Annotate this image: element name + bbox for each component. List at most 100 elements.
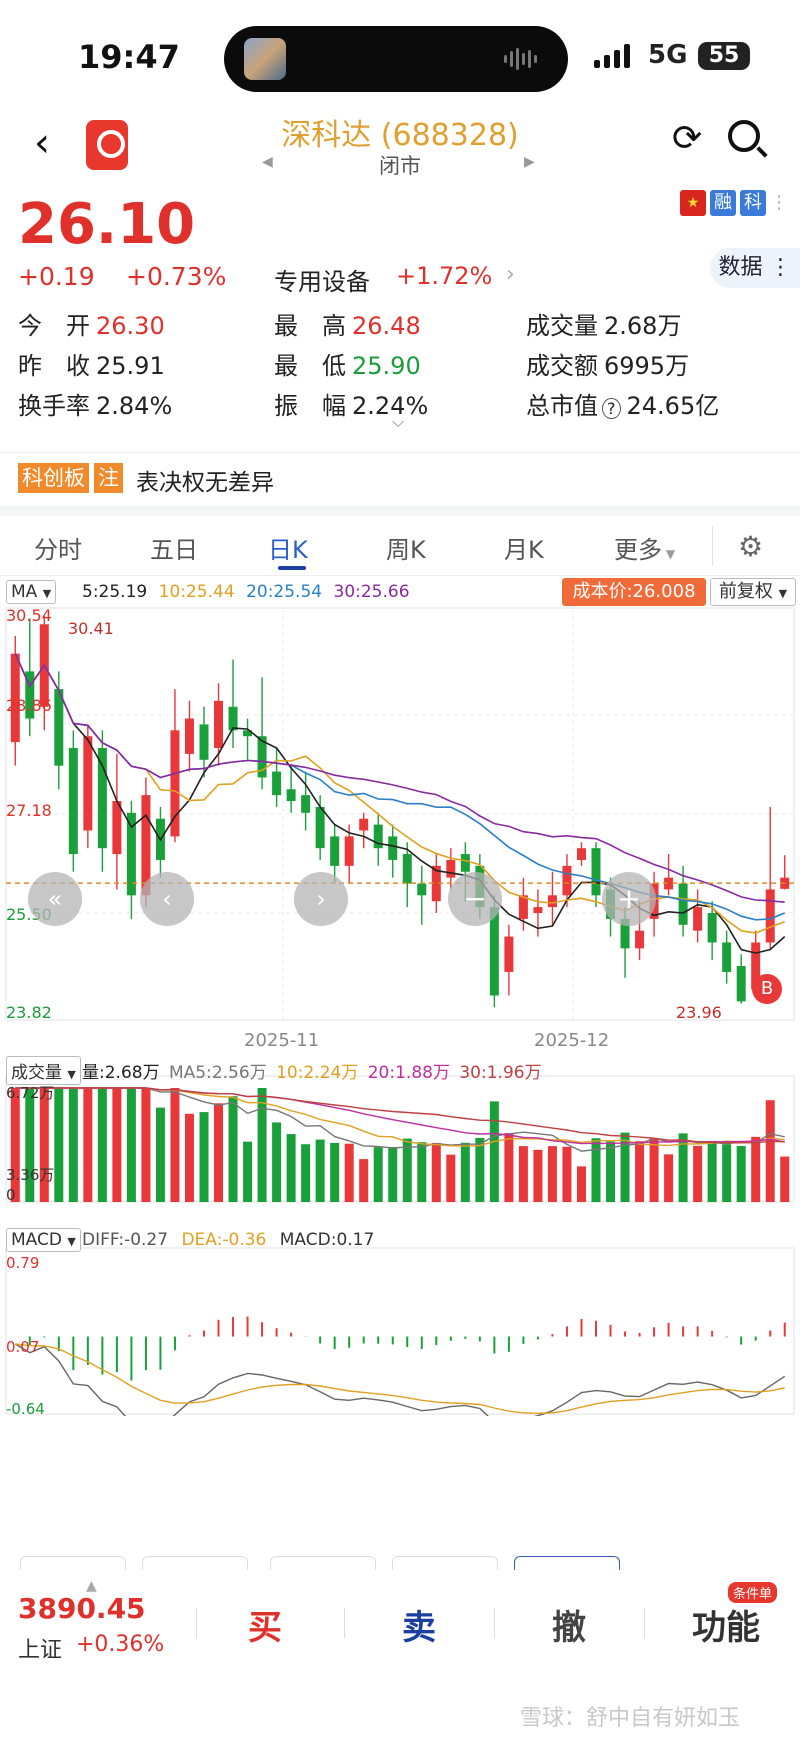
macd-selector[interactable]: MACD ▼ [6,1228,81,1252]
candle-body [199,724,209,760]
quote-panel: 26.10 +0.19 +0.73% 专用设备 +1.72% › ★ 融 科 ⋮… [0,184,800,454]
candle-body [460,854,470,872]
candle-body [504,936,514,972]
macd-selector-label: MACD [11,1230,62,1250]
zoom-out-icon[interactable]: − [448,872,502,926]
amplitude-value: 2.24% [352,392,429,420]
amount-field: 成交额 6995万 [526,346,689,381]
volume-bar [431,1142,441,1202]
ma-selector-label: MA [11,582,38,602]
candle-body [765,889,775,943]
volume-panel-border [5,1075,795,1203]
mktcap-value: 24.65亿 [626,392,720,420]
volume-bar [39,1088,49,1202]
prev-close-field: 昨 收 25.91 [18,346,165,381]
volume-ma-lines [15,1087,785,1152]
prev-stock-icon[interactable]: ◀ [262,154,273,170]
refresh-icon[interactable]: ⟳ [672,118,703,159]
volume-bar [417,1142,427,1202]
volume-bar [228,1096,238,1202]
tab-monthly-k[interactable]: 月K [504,536,544,564]
volume-bar [330,1142,340,1202]
candle-body [228,706,238,731]
more-dots-icon[interactable]: ⋮ [770,192,788,213]
help-icon[interactable]: ? [602,398,621,419]
stock-title[interactable]: 深科达 (688328) [281,118,519,153]
diff-line [14,1343,786,1416]
adjust-selector[interactable]: 前复权 ▼ [710,578,796,606]
volume-bar [68,1088,78,1202]
buy-signal-badge[interactable]: B [752,974,782,1004]
macd-legend: DIFF:-0.27 DEA:-0.36 MACD:0.17 [82,1230,374,1250]
cancel-order-button[interactable]: 撤 [552,1608,586,1648]
candle-body [68,748,78,855]
media-thumbnail [244,38,286,80]
conditional-order-badge: 条件单 [728,1582,778,1603]
kline-chart[interactable]: 30.54 28.86 27.18 25.50 23.82 30.41 23.9… [0,576,800,1416]
candle-body [83,736,93,831]
chevron-right-icon[interactable]: › [506,262,515,287]
index-value[interactable]: 3890.45 [18,1592,146,1625]
volume-bar [751,1136,761,1202]
scroll-left-icon[interactable]: ‹ [140,872,194,926]
candle-body [315,806,325,849]
volume-bar [54,1088,64,1202]
sector-change-pct[interactable]: +1.72% [396,262,493,290]
tab-weekly-k[interactable]: 周K [386,536,426,564]
battery-icon: 55 [698,42,750,70]
candle-body [402,854,412,884]
tab-five-day[interactable]: 五日 [150,536,198,564]
tab-daily-k[interactable]: 日K [268,536,308,564]
sell-button[interactable]: 卖 [402,1608,436,1648]
candle-body [10,653,20,743]
amount-value: 6995万 [604,352,690,380]
candle-body [359,818,369,831]
dynamic-island[interactable] [224,26,568,92]
volume-bar [489,1101,499,1202]
price-axis-label: 30.54 [6,606,52,625]
candle-body [373,824,383,849]
buy-button[interactable]: 买 [248,1608,282,1648]
volume-bar [97,1088,107,1202]
candle-body [620,918,630,949]
next-stock-icon[interactable]: ▶ [524,154,535,170]
settings-gear-icon[interactable]: ⚙ [738,530,764,563]
volume-selector[interactable]: 成交量 ▼ [6,1056,81,1085]
tab-intraday[interactable]: 分时 [34,536,82,564]
expand-chevron-icon[interactable]: ⌵ [392,412,405,431]
volume-bar [722,1144,732,1202]
function-button[interactable]: 功能 [692,1608,760,1648]
ma-lines [14,653,786,954]
data-button[interactable]: 数据 ⋮ [710,248,800,288]
cost-price-button[interactable]: 成本价:26.008 [562,578,706,606]
drawer-handle[interactable] [514,1556,620,1570]
mktcap-field: 总市值? 24.65亿 [526,386,719,421]
scroll-far-left-icon[interactable]: « [28,872,82,926]
drawer-handle[interactable] [392,1556,498,1570]
back-arrow-icon[interactable]: ‹ [34,120,50,166]
divider [712,526,713,566]
high-field: 最 高 26.48 [274,306,421,341]
candle-body [431,865,441,902]
sector-name[interactable]: 专用设备 [274,268,370,296]
zoom-in-icon[interactable]: + [602,872,656,926]
scroll-right-icon[interactable]: › [294,872,348,926]
drawer-handle[interactable] [270,1556,376,1570]
stock-header: ‹ 深科达 (688328) ◀ 闭市 ▶ ⟳ [0,110,800,182]
volume-legend: 量:2.68万 MA5:2.56万 10:2.24万 20:1.88万 30:1… [82,1058,542,1083]
drawer-handle[interactable] [142,1556,248,1570]
search-icon[interactable] [728,120,760,152]
volume-bar [533,1149,543,1202]
candle-body [214,700,224,748]
prev-close-label: 昨 收 [18,352,90,380]
drawer-handle[interactable] [20,1556,126,1570]
volume-bar [359,1159,369,1202]
caret-up-icon[interactable]: ▲ [86,1578,97,1594]
turnover-label: 换手率 [18,392,90,420]
ma-selector[interactable]: MA ▼ [6,580,57,604]
macd-lines [14,1343,786,1416]
chart-area[interactable]: MA ▼ 5:25.19 10:25.44 20:25.54 30:25.66 … [0,576,800,1416]
volume-bar [344,1143,354,1202]
tab-more[interactable]: 更多 ▼ [614,530,675,565]
prev-close-value: 25.91 [96,352,165,380]
